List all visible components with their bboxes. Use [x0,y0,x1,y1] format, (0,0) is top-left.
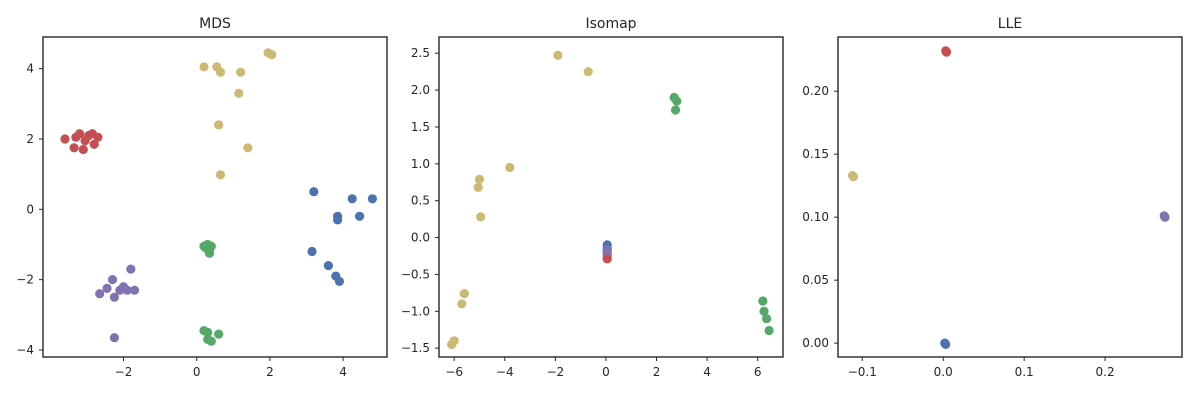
y-tick-label: 0 [26,202,34,216]
data-point [447,339,457,350]
x-tick-label: 4 [703,365,711,379]
y-tick-label: 2 [26,132,34,146]
data-point [307,246,317,257]
x-tick-label: 0 [602,365,610,379]
x-tick-label: 0.2 [1096,365,1115,379]
y-tick-label: −0.5 [401,267,430,281]
plot-frame [42,36,388,358]
data-point [764,325,774,336]
data-point [236,67,246,77]
y-tick-label: −1.5 [401,341,430,355]
y-tick-label: 0.05 [802,273,829,287]
chart-title: LLE [998,16,1022,32]
x-tick-label: 0.1 [1015,365,1034,379]
data-point [201,243,211,253]
y-tick-label: 1.5 [411,120,430,134]
data-point [60,134,70,144]
y-tick-label: −1.0 [401,304,430,318]
x-tick-label: −4 [496,365,514,379]
data-point [93,132,103,142]
data-point [759,306,769,316]
data-point [672,96,682,106]
y-tick-label: 0.0 [411,231,430,245]
data-point [129,285,140,295]
data-point [602,254,612,264]
x-tick-label: −2 [115,365,133,379]
panel-mds: MDS −2 0 2 4 −4 −2 0 2 4 [16,16,388,379]
plot-frame [837,36,1183,358]
y-tick-label: 0.20 [802,84,829,98]
data-point [215,170,226,180]
plot-frame [438,36,784,358]
y-tick-label: 0.10 [802,210,829,224]
x-tick-label: −6 [445,365,463,379]
data-point [199,62,209,72]
x-tick-label: 4 [339,365,347,379]
data-point [78,144,88,155]
data-point [323,261,333,271]
data-point [203,327,213,337]
data-point [459,289,469,299]
y-tick-label: 0.5 [411,194,430,208]
data-point [89,139,99,149]
data-point [69,143,79,153]
x-tick-label: 0.0 [934,365,953,379]
y-tick-label: 2.0 [411,83,430,97]
chart-title: Isomap [585,16,636,32]
data-point [347,194,357,204]
data-point [243,143,253,153]
x-tick-label: 2 [266,365,274,379]
data-point [267,50,277,60]
data-point [214,329,224,339]
data-point [95,289,105,299]
data-point [505,162,515,173]
data-point [474,174,485,184]
x-tick-label: 2 [653,365,661,379]
data-point [1160,212,1170,222]
y-tick-label: 0.15 [802,147,829,161]
data-point [941,47,952,57]
data-point [215,67,226,77]
data-point [234,88,244,98]
data-point [473,182,483,192]
data-point [109,333,119,343]
data-point [102,283,112,293]
data-point [553,50,563,61]
data-point [762,314,772,324]
data-point [107,275,118,285]
data-point [670,105,681,115]
y-tick-label: 0.00 [802,336,829,350]
data-point [355,211,365,221]
chart-title: MDS [199,16,231,32]
data-point [214,120,224,130]
data-point [109,292,119,302]
data-point [758,296,768,306]
x-tick-label: −0.1 [848,365,877,379]
data-point [309,187,319,197]
panel-isomap: Isomap −6 −4 −2 0 2 4 6 −1.5 −1.0 −0.5 0.0 0.5 1.0 1.… [401,16,784,379]
data-point [583,67,593,77]
data-point [848,172,859,182]
y-tick-label: −4 [16,343,34,357]
x-tick-label: 6 [754,365,762,379]
panel-lle: LLE −0.1 0.0 0.1 0.2 0.00 0.05 0.10 0.15 0.20 [802,16,1183,379]
x-tick-label: 0 [193,365,201,379]
data-point [334,276,344,286]
data-point [367,194,377,204]
y-tick-label: 2.5 [411,46,430,60]
y-tick-label: 1.0 [411,157,430,171]
data-point [457,299,467,309]
y-tick-label: −2 [16,273,34,287]
y-tick-label: 4 [26,62,34,76]
data-point [126,264,136,274]
data-point [206,336,216,346]
x-tick-label: −2 [547,365,565,379]
data-point [75,129,85,139]
data-point [941,339,951,349]
data-point [476,212,486,222]
data-point [122,285,132,295]
data-point [333,215,343,225]
